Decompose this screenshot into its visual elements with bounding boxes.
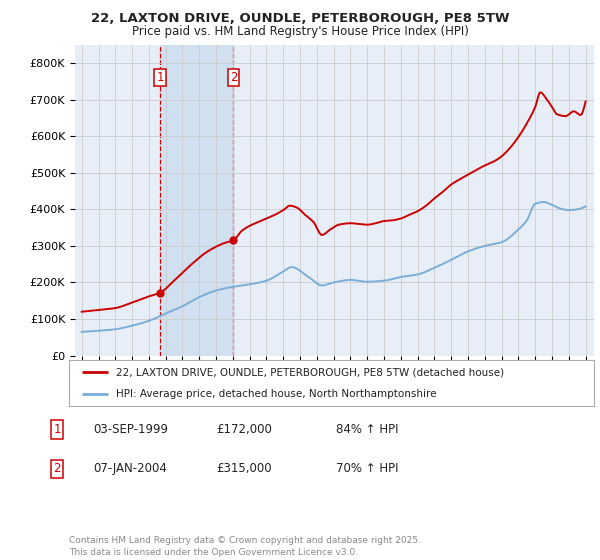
Text: 22, LAXTON DRIVE, OUNDLE, PETERBOROUGH, PE8 5TW (detached house): 22, LAXTON DRIVE, OUNDLE, PETERBOROUGH, … [116,367,505,377]
Text: 2: 2 [230,71,237,84]
Text: £172,000: £172,000 [216,423,272,436]
Text: £315,000: £315,000 [216,462,272,475]
Text: 2: 2 [53,462,61,475]
Text: Price paid vs. HM Land Registry's House Price Index (HPI): Price paid vs. HM Land Registry's House … [131,25,469,38]
Text: 84% ↑ HPI: 84% ↑ HPI [336,423,398,436]
Bar [160,45,233,356]
Text: 22, LAXTON DRIVE, OUNDLE, PETERBOROUGH, PE8 5TW: 22, LAXTON DRIVE, OUNDLE, PETERBOROUGH, … [91,12,509,25]
Text: 70% ↑ HPI: 70% ↑ HPI [336,462,398,475]
Text: 1: 1 [53,423,61,436]
Text: 1: 1 [157,71,164,84]
Text: HPI: Average price, detached house, North Northamptonshire: HPI: Average price, detached house, Nort… [116,389,437,399]
Text: Contains HM Land Registry data © Crown copyright and database right 2025.
This d: Contains HM Land Registry data © Crown c… [69,536,421,557]
Text: 03-SEP-1999: 03-SEP-1999 [93,423,168,436]
Text: 07-JAN-2004: 07-JAN-2004 [93,462,167,475]
